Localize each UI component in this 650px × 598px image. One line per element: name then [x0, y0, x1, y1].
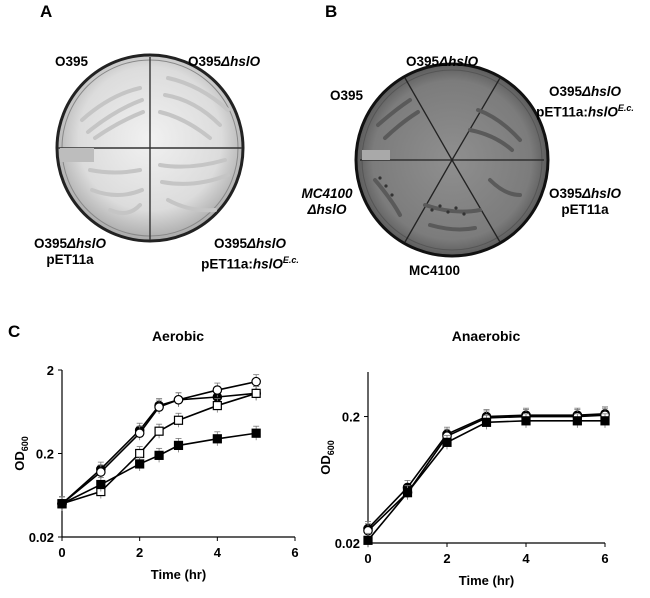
data-point	[173, 415, 184, 425]
data-point	[251, 388, 261, 398]
data-point	[212, 385, 223, 395]
x-tick-label: 0	[58, 545, 65, 560]
x-tick-label: 2	[443, 551, 450, 566]
plate-b-label-right-top: O395ΔhslO pET11a:hslOE.c.	[536, 84, 634, 120]
panel-letter-b: B	[325, 2, 338, 21]
plate-b-label-left-bottom: MC4100 ΔhslO	[301, 186, 353, 217]
data-point	[251, 428, 261, 438]
data-point	[212, 400, 222, 411]
plate-a-label-top-right: O395ΔhslO	[188, 54, 261, 69]
y-tick-label: 0.02	[29, 530, 54, 545]
data-point	[572, 416, 582, 426]
series-line	[61, 432, 257, 505]
y-axis-label: OD600	[12, 436, 30, 471]
y-tick-label: 0.2	[36, 447, 54, 462]
data-point	[96, 479, 106, 490]
series-filled-square	[57, 425, 261, 511]
plate-a-label-bottom-right: O395ΔhslO pET11a:hslOE.c.	[201, 236, 299, 272]
data-point	[251, 376, 261, 387]
plate-a	[55, 53, 550, 258]
x-tick-label: 4	[214, 545, 222, 560]
panel-letter-a: A	[40, 2, 53, 21]
data-point	[134, 428, 145, 439]
series-filled-square	[363, 413, 610, 548]
data-point	[481, 417, 492, 427]
data-point	[154, 426, 164, 436]
data-point	[135, 459, 145, 469]
x-axis-label: Time (hr)	[151, 567, 206, 582]
plate-a-dish	[55, 53, 245, 243]
y-axis-label: OD600	[318, 440, 336, 475]
x-tick-label: 6	[291, 545, 298, 560]
y-tick-label: 0.02	[335, 536, 360, 551]
data-point	[402, 488, 413, 498]
series-line	[367, 413, 606, 530]
x-tick-label: 6	[601, 551, 608, 566]
data-point	[442, 437, 452, 447]
plate-b-label-top: O395ΔhslO	[406, 54, 479, 69]
plate-b-dish	[354, 62, 550, 258]
data-point	[57, 499, 67, 509]
x-tick-label: 0	[364, 551, 371, 566]
x-tick-label: 2	[136, 545, 143, 560]
series-line	[367, 420, 605, 541]
chart-title: Aerobic	[152, 328, 204, 344]
plate-a-label-bottom-left: O395ΔhslO pET11a	[33, 236, 107, 267]
x-axis-label: Time (hr)	[459, 573, 514, 588]
data-point	[212, 434, 222, 444]
plate-a-label-top-left: O395	[55, 54, 89, 69]
y-tick-label: 2	[47, 363, 54, 378]
series-line	[367, 414, 606, 532]
plate-b-label-left: O395	[330, 88, 364, 103]
chart-1: Anaerobic 0 2 4 6 0.02 0.2 Time (hr) OD600	[318, 328, 610, 588]
data-point	[96, 467, 106, 477]
y-tick-label: 0.2	[342, 410, 360, 425]
plate-b-label-right-bottom: O395ΔhslO pET11a	[548, 186, 622, 217]
data-point	[135, 448, 145, 459]
panel-letter-c: C	[8, 322, 21, 341]
data-point	[173, 394, 184, 405]
data-point	[154, 402, 164, 412]
plate-b-label-bottom: MC4100	[409, 263, 461, 278]
data-point	[363, 535, 373, 545]
chart-title: Anaerobic	[452, 328, 521, 344]
data-point	[600, 416, 610, 426]
data-point	[154, 450, 164, 460]
data-point	[521, 416, 531, 426]
x-tick-label: 4	[522, 551, 530, 566]
chart-0: Aerobic 0 2 4 6 0.02 0.2 2 Time (hr) OD600	[12, 328, 299, 582]
data-point	[173, 440, 184, 451]
